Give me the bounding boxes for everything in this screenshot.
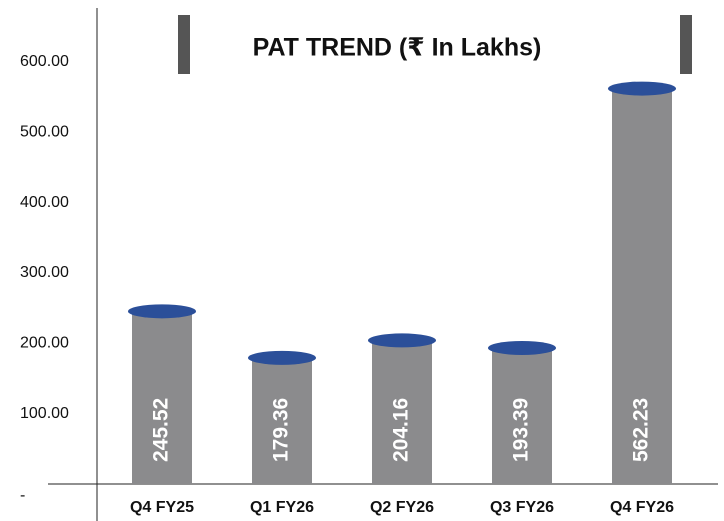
x-tick-label: Q3 FY26 — [490, 499, 554, 516]
value-label: 179.36 — [270, 398, 293, 462]
y-tick-label: - — [20, 487, 25, 504]
title-box-inner — [190, 15, 680, 74]
x-tick-label: Q2 FY26 — [370, 499, 434, 516]
bar — [492, 347, 552, 484]
y-tick-label: 300.00 — [20, 264, 69, 281]
bar-cap — [368, 333, 436, 348]
y-tick-label: 400.00 — [20, 194, 69, 211]
bar-cap — [608, 81, 676, 96]
bar — [132, 311, 192, 484]
bar-cap — [128, 304, 196, 319]
y-tick-label: 200.00 — [20, 335, 69, 352]
y-tick-label: 600.00 — [20, 53, 69, 70]
bar — [372, 340, 432, 484]
bar-cap — [488, 340, 556, 355]
y-tick-label: 100.00 — [20, 405, 69, 422]
value-label: 245.52 — [150, 398, 173, 462]
x-tick-label: Q4 FY25 — [130, 499, 194, 516]
y-tick-label: 500.00 — [20, 124, 69, 141]
bar-cap — [248, 350, 316, 365]
bar — [252, 357, 312, 484]
bar — [612, 88, 672, 484]
value-label: 562.23 — [630, 398, 653, 462]
x-tick-label: Q1 FY26 — [250, 499, 314, 516]
value-label: 204.16 — [390, 398, 413, 462]
chart-title: PAT TREND (₹ In Lakhs) — [253, 34, 542, 62]
x-tick-label: Q4 FY26 — [610, 499, 674, 516]
value-label: 193.39 — [510, 398, 533, 462]
